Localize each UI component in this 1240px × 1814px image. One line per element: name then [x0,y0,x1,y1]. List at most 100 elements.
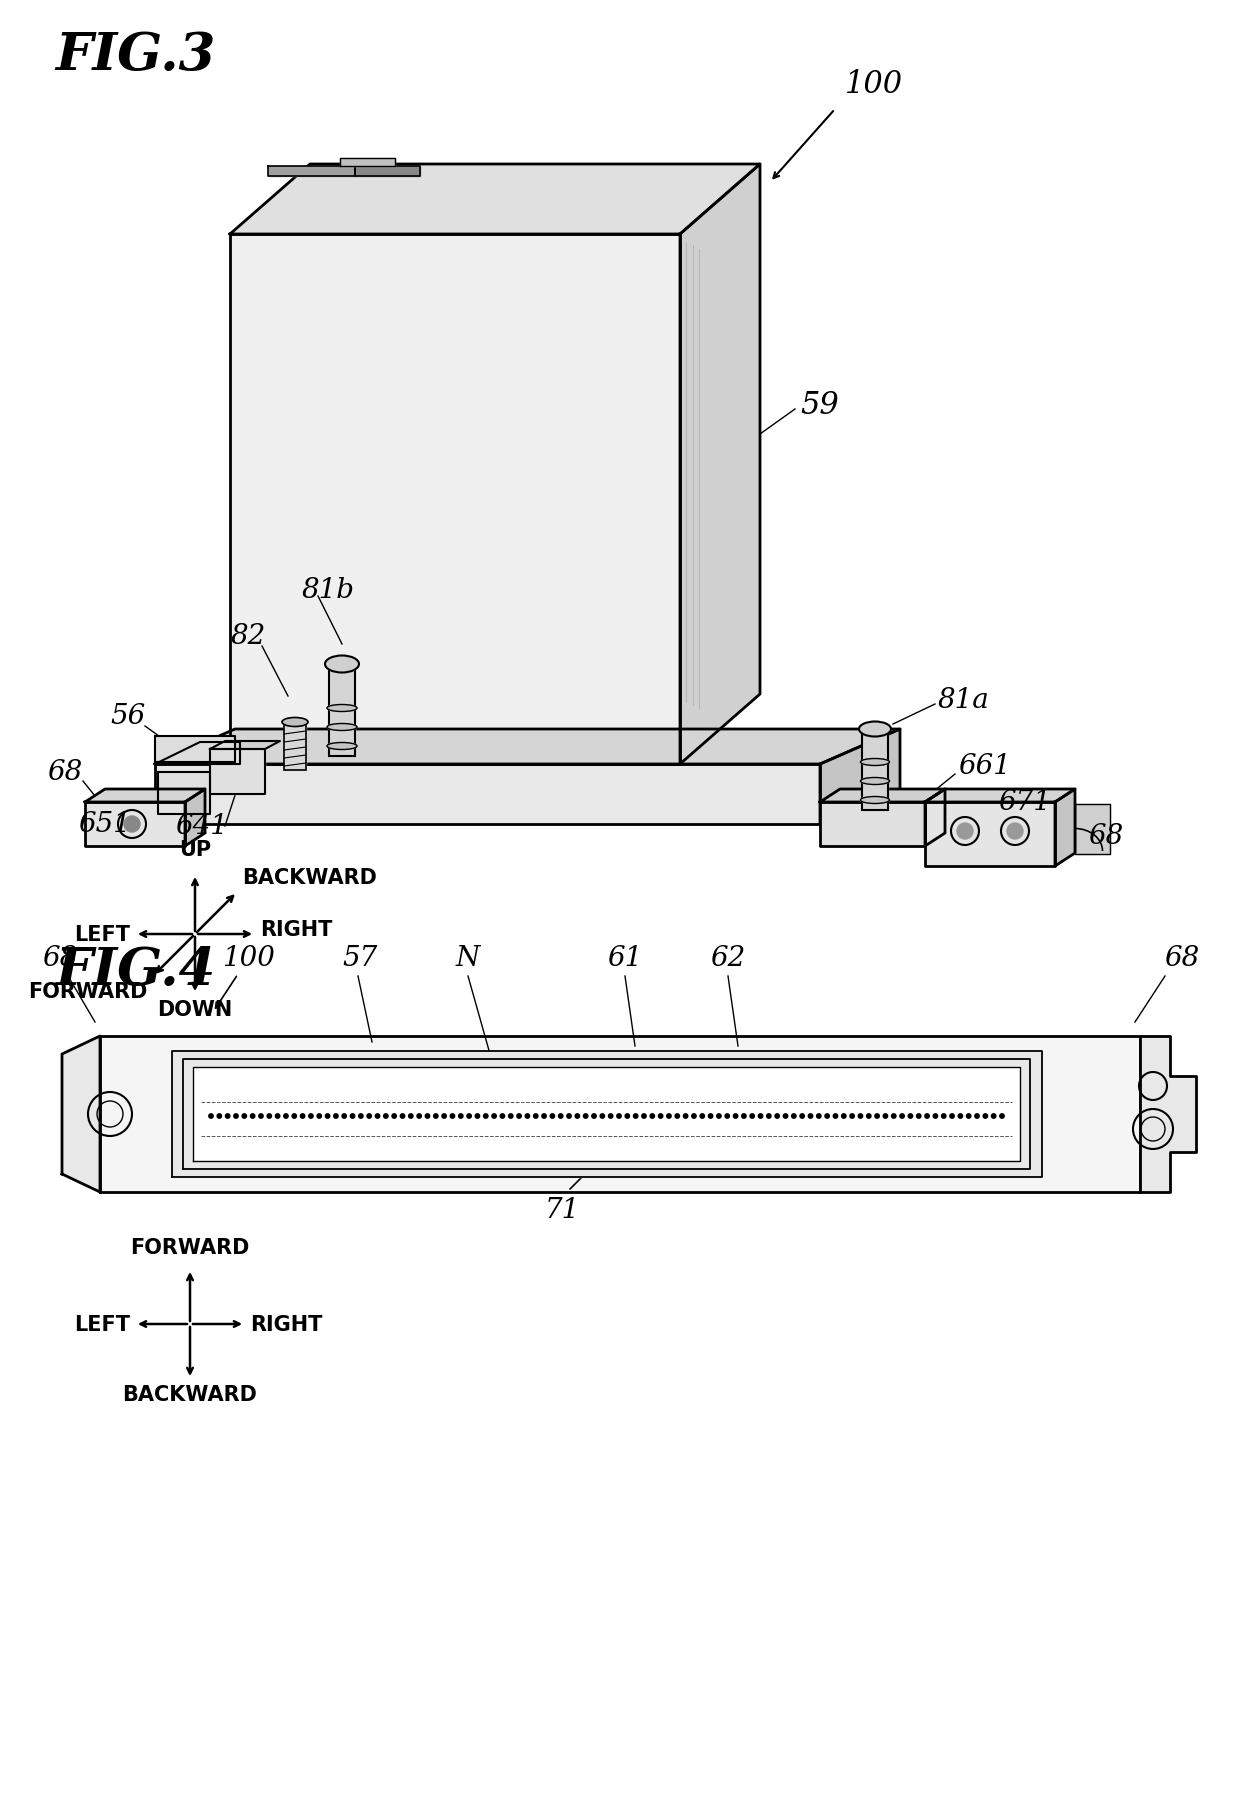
Circle shape [600,1114,605,1119]
Polygon shape [229,165,760,234]
Circle shape [401,1114,404,1119]
Circle shape [367,1114,372,1119]
Text: 82: 82 [231,624,265,649]
Circle shape [975,1114,980,1119]
Text: 62: 62 [711,945,745,972]
Circle shape [849,1114,854,1119]
Ellipse shape [859,722,892,736]
Text: 68: 68 [47,758,83,785]
Circle shape [459,1114,463,1119]
Text: UP: UP [179,840,211,860]
Circle shape [484,1114,489,1119]
Circle shape [759,1114,763,1119]
Circle shape [526,1114,529,1119]
Text: 68: 68 [1087,824,1123,851]
Circle shape [217,1114,222,1119]
Circle shape [609,1114,613,1119]
Circle shape [858,1114,863,1119]
Text: 651: 651 [78,811,131,838]
Polygon shape [210,742,280,749]
Text: RIGHT: RIGHT [260,920,332,940]
Circle shape [867,1114,870,1119]
Bar [862,731,888,811]
Polygon shape [62,1036,100,1192]
Circle shape [957,824,973,840]
Circle shape [242,1114,247,1119]
Text: BACKWARD: BACKWARD [242,867,377,887]
Circle shape [784,1114,787,1119]
Polygon shape [680,165,760,764]
Polygon shape [155,742,241,764]
Polygon shape [193,1067,1021,1161]
Circle shape [934,1114,937,1119]
Text: 59: 59 [800,390,838,421]
Text: FIG.4: FIG.4 [55,945,216,996]
Circle shape [500,1114,505,1119]
Text: FORWARD: FORWARD [130,1237,249,1257]
Circle shape [800,1114,805,1119]
Polygon shape [229,234,680,764]
Circle shape [717,1114,722,1119]
Polygon shape [340,160,396,167]
Circle shape [900,1114,904,1119]
Circle shape [467,1114,471,1119]
Text: 100: 100 [844,69,903,100]
Circle shape [425,1114,430,1119]
Circle shape [766,1114,771,1119]
Circle shape [817,1114,821,1119]
Text: DOWN: DOWN [157,1000,233,1019]
Circle shape [650,1114,655,1119]
Circle shape [342,1114,346,1119]
Polygon shape [86,802,185,847]
Circle shape [992,1114,996,1119]
Circle shape [533,1114,538,1119]
Circle shape [999,1114,1004,1119]
Circle shape [733,1114,738,1119]
Circle shape [441,1114,446,1119]
Circle shape [616,1114,621,1119]
Circle shape [492,1114,496,1119]
Polygon shape [1075,805,1110,854]
Text: 61: 61 [608,945,642,972]
Circle shape [234,1114,238,1119]
Circle shape [916,1114,921,1119]
Circle shape [584,1114,588,1119]
Text: 56: 56 [110,704,145,729]
Text: 68: 68 [42,945,78,972]
Circle shape [966,1114,971,1119]
Polygon shape [184,1059,1030,1170]
Circle shape [309,1114,314,1119]
Ellipse shape [861,778,889,785]
Polygon shape [355,167,420,178]
Bar [862,731,888,811]
Circle shape [417,1114,422,1119]
Circle shape [883,1114,888,1119]
Text: N: N [456,945,480,972]
Circle shape [642,1114,646,1119]
Polygon shape [100,1036,1140,1192]
Text: 100: 100 [222,945,274,972]
Circle shape [409,1114,413,1119]
Circle shape [376,1114,379,1119]
Text: RIGHT: RIGHT [250,1315,322,1335]
Circle shape [250,1114,255,1119]
Ellipse shape [327,706,357,713]
Polygon shape [155,736,236,762]
Circle shape [434,1114,438,1119]
Polygon shape [86,789,205,802]
Circle shape [208,1114,213,1119]
Polygon shape [925,802,1055,867]
Text: 81b: 81b [303,577,355,604]
Circle shape [875,1114,879,1119]
Ellipse shape [325,657,360,673]
Circle shape [833,1114,838,1119]
Ellipse shape [327,724,357,731]
Polygon shape [820,729,900,825]
Circle shape [351,1114,355,1119]
Text: FORWARD: FORWARD [29,981,148,1001]
Circle shape [1007,824,1023,840]
Polygon shape [1140,1036,1197,1192]
Text: LEFT: LEFT [74,925,130,945]
Circle shape [300,1114,305,1119]
Circle shape [634,1114,637,1119]
